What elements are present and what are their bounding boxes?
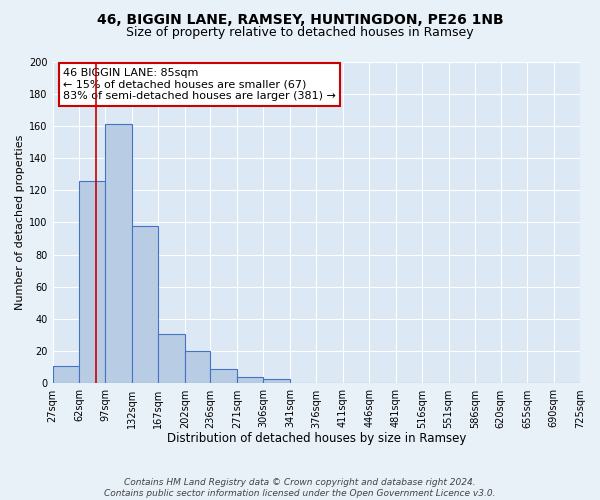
Bar (53, 366, 79, 384)
Bar (106, 124, 132, 384)
X-axis label: Distribution of detached houses by size in Ramsey: Distribution of detached houses by size … (167, 432, 466, 445)
Text: 46 BIGGIN LANE: 85sqm
← 15% of detached houses are smaller (67)
83% of semi-deta: 46 BIGGIN LANE: 85sqm ← 15% of detached … (63, 68, 336, 101)
Text: Size of property relative to detached houses in Ramsey: Size of property relative to detached ho… (126, 26, 474, 39)
Bar (211, 369, 237, 384)
Bar (237, 377, 263, 384)
Text: Contains HM Land Registry data © Crown copyright and database right 2024.
Contai: Contains HM Land Registry data © Crown c… (104, 478, 496, 498)
Bar (158, 334, 185, 384)
Bar (263, 378, 290, 384)
Bar (132, 226, 158, 384)
Text: 46, BIGGIN LANE, RAMSEY, HUNTINGDON, PE26 1NB: 46, BIGGIN LANE, RAMSEY, HUNTINGDON, PE2… (97, 12, 503, 26)
Y-axis label: Number of detached properties: Number of detached properties (15, 135, 25, 310)
Bar (185, 352, 211, 384)
Bar (79, 180, 106, 384)
